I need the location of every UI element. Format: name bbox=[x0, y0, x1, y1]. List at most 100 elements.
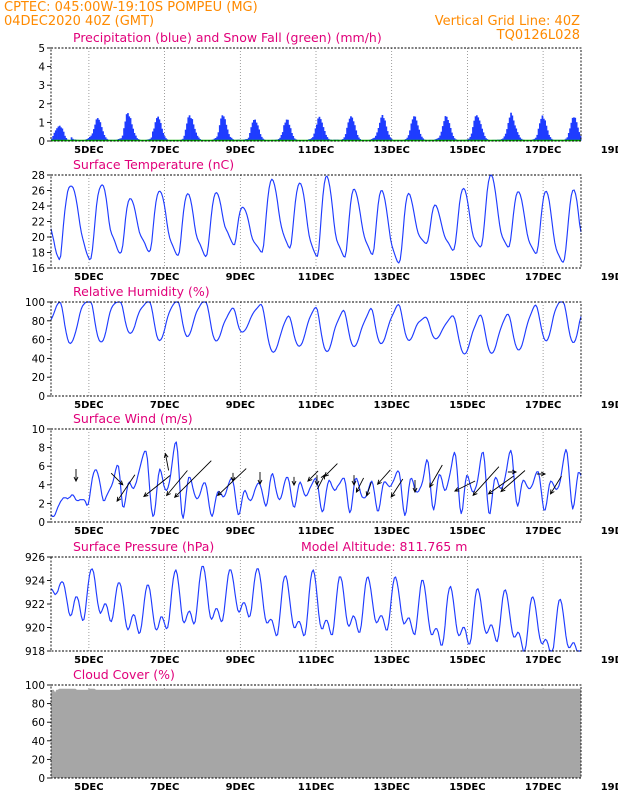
precip-ytick-label: 0 bbox=[38, 136, 45, 148]
temp-xtick-label: 11DEC bbox=[298, 272, 334, 283]
precip-bar bbox=[472, 127, 474, 142]
press-ytick-label: 924 bbox=[25, 576, 45, 588]
precip-bar bbox=[578, 132, 581, 141]
precip-bar bbox=[191, 119, 194, 141]
precip-bar bbox=[187, 117, 190, 141]
press-xtick-label: 15DEC bbox=[449, 655, 485, 666]
precip-bar bbox=[356, 135, 359, 141]
precip-bar bbox=[215, 138, 217, 141]
precip-bar bbox=[192, 124, 195, 141]
precip-bar bbox=[56, 128, 58, 141]
precip-bar bbox=[512, 120, 515, 141]
precip-bar bbox=[121, 135, 124, 141]
precip-bar bbox=[100, 127, 103, 142]
precip-bar bbox=[217, 132, 220, 141]
header-station-line: CPTEC: 045:00W-19:10S POMPEU (MG) bbox=[4, 0, 258, 15]
wind-arrow bbox=[217, 468, 247, 497]
cloud-panel: Cloud Cover (%) 0 20 40 60 80 100 5DEC 7DEC 9DEC 1… bbox=[25, 667, 618, 793]
precip-bar bbox=[413, 116, 415, 141]
precip-bar bbox=[540, 118, 542, 141]
precip-bar bbox=[504, 133, 507, 141]
precip-bar bbox=[284, 122, 287, 141]
precip-bar bbox=[123, 128, 125, 141]
temp-xtick-label: 13DEC bbox=[374, 272, 410, 283]
precip-bar bbox=[313, 133, 316, 141]
precip-bar bbox=[409, 130, 411, 141]
rh-ytick-label: 20 bbox=[32, 372, 45, 384]
precip-bar bbox=[91, 133, 94, 141]
cloud-xtick-label: 11DEC bbox=[298, 782, 334, 793]
precip-bar bbox=[124, 121, 127, 141]
precip-bar bbox=[473, 120, 476, 141]
precip-bar bbox=[480, 124, 482, 141]
rh-xtick-label: 19DEC bbox=[601, 400, 618, 411]
header-date-line: 04DEC2020 40Z (GMT) bbox=[4, 14, 154, 29]
precip-bar bbox=[317, 118, 319, 141]
precip-bar bbox=[438, 137, 440, 141]
precip-bar bbox=[575, 122, 578, 141]
precip-bar bbox=[515, 128, 518, 141]
precip-bar bbox=[70, 137, 73, 141]
rh-panel: Relative Humidity (%) 0 20 40 60 80 100 5DEC 7DE… bbox=[25, 284, 618, 411]
precip-bar bbox=[288, 124, 291, 141]
precip-bar bbox=[389, 137, 392, 141]
temp-xtick-label: 19DEC bbox=[601, 272, 618, 283]
temp-xtick-label: 9DEC bbox=[226, 272, 255, 283]
precip-bar bbox=[165, 138, 167, 141]
wind-arrow bbox=[351, 475, 357, 487]
precip-bar bbox=[225, 124, 228, 141]
cloud-ytick-label: 40 bbox=[32, 736, 45, 748]
wind-arrow bbox=[73, 469, 79, 483]
precip-bar bbox=[376, 132, 378, 141]
precip-bar bbox=[96, 118, 99, 141]
precip-bar bbox=[548, 134, 550, 141]
precip-xtick-label: 13DEC bbox=[374, 145, 410, 156]
precip-bar bbox=[485, 138, 487, 141]
wind-arrow bbox=[453, 480, 476, 492]
precip-bar bbox=[506, 129, 508, 141]
precip-bar bbox=[375, 135, 377, 141]
precip-bar bbox=[218, 125, 221, 141]
precip-bar bbox=[249, 133, 251, 141]
precip-bar bbox=[354, 125, 356, 141]
temp-ytick-label: 20 bbox=[32, 232, 45, 244]
precip-bar bbox=[474, 116, 477, 141]
precip-bar bbox=[379, 122, 381, 141]
cloud-xtick-label: 15DEC bbox=[449, 782, 485, 793]
temp-ytick-label: 16 bbox=[32, 263, 46, 275]
precip-bar bbox=[469, 136, 472, 141]
precip-bar bbox=[483, 136, 486, 141]
precip-bar bbox=[448, 123, 451, 141]
precip-bar bbox=[421, 136, 423, 141]
rh-xtick-label: 13DEC bbox=[374, 400, 410, 411]
precip-bar bbox=[406, 137, 409, 141]
precip-bar bbox=[385, 126, 388, 141]
precip-bar bbox=[449, 128, 452, 141]
rh-xtick-label: 9DEC bbox=[226, 400, 255, 411]
press-xtick-label: 19DEC bbox=[601, 655, 618, 666]
temp-title: Surface Temperature (nC) bbox=[73, 157, 234, 172]
press-title: Surface Pressure (hPa) bbox=[73, 539, 214, 554]
cloud-xtick-label: 19DEC bbox=[601, 782, 618, 793]
precip-bar bbox=[545, 125, 548, 141]
precip-bar bbox=[443, 121, 445, 141]
precip-bar bbox=[260, 136, 263, 141]
precip-bar bbox=[257, 125, 259, 141]
precip-bar bbox=[346, 127, 348, 141]
precip-bar bbox=[452, 136, 455, 141]
precip-bar bbox=[573, 117, 575, 141]
precip-bar bbox=[291, 133, 293, 141]
precip-bar bbox=[482, 132, 485, 141]
precip-bar bbox=[152, 131, 154, 141]
temp-xtick-label: 5DEC bbox=[74, 272, 103, 283]
precip-bar bbox=[292, 136, 295, 141]
precip-bar bbox=[52, 136, 54, 141]
precip-bar bbox=[322, 127, 325, 142]
precip-bar bbox=[184, 129, 187, 141]
precip-bar bbox=[247, 137, 250, 141]
temp-xtick-label: 15DEC bbox=[449, 272, 485, 283]
precip-bar bbox=[451, 132, 453, 141]
wind-arrow bbox=[365, 482, 372, 497]
precip-bar bbox=[253, 120, 255, 141]
wind-arrow bbox=[412, 480, 418, 494]
